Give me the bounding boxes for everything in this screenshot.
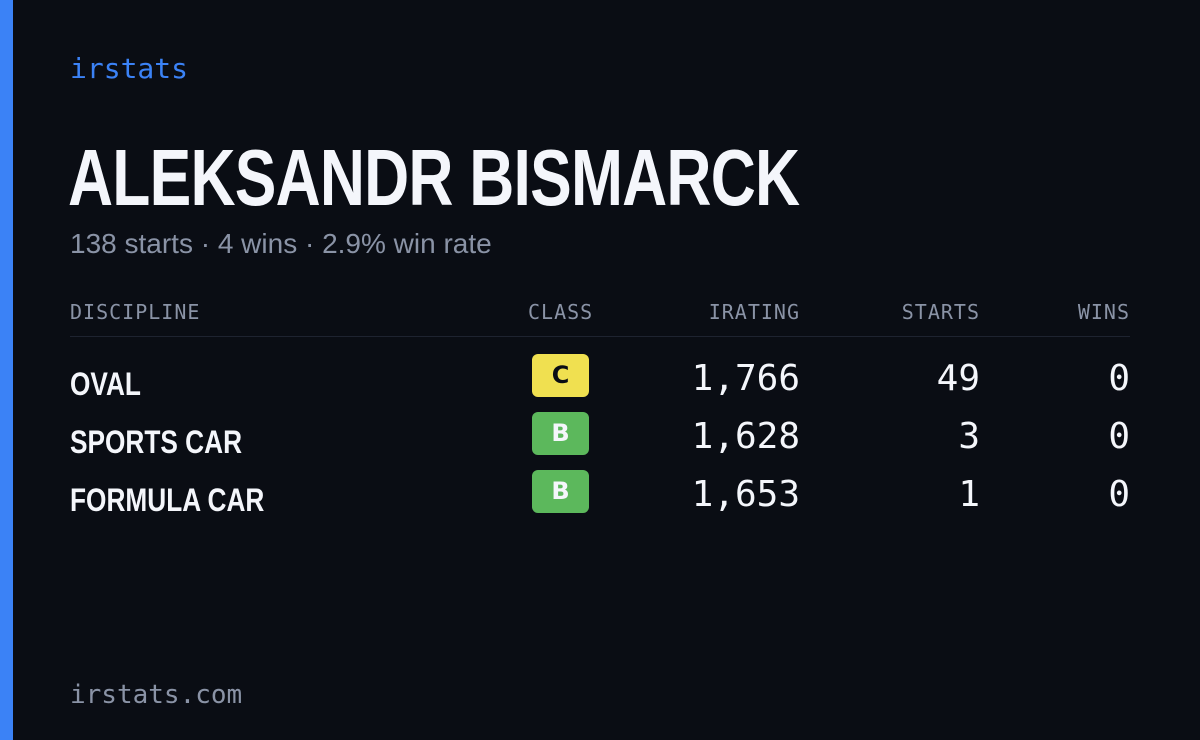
table-row: FORMULA CAR B 1,653 1 0 <box>70 470 1130 520</box>
header-irating: IRATING <box>708 300 800 324</box>
header-wins: WINS <box>1077 300 1130 324</box>
table-row: OVAL C 1,766 49 0 <box>70 354 1130 404</box>
irating-value: 1,766 <box>691 358 800 399</box>
class-badge: B <box>532 412 589 455</box>
discipline-name: OVAL <box>70 366 141 402</box>
discipline-name: FORMULA CAR <box>70 482 265 518</box>
brand-logo-text: irstats <box>70 52 189 85</box>
footer-url: irstats.com <box>70 680 243 710</box>
wins-value: 0 <box>1108 474 1130 515</box>
header-class: CLASS <box>528 300 594 324</box>
driver-name: ALEKSANDR BISMARCK <box>68 133 800 222</box>
starts-value: 49 <box>936 358 980 399</box>
discipline-name: SPORTS CAR <box>70 424 243 460</box>
accent-bar <box>0 0 13 740</box>
class-badge: B <box>532 470 589 513</box>
starts-value: 1 <box>958 474 980 515</box>
header-discipline: DISCIPLINE <box>70 300 201 324</box>
header-starts: STARTS <box>901 300 980 324</box>
class-badge: C <box>532 354 589 397</box>
driver-summary: 138 starts · 4 wins · 2.9% win rate <box>70 228 492 259</box>
table-row: SPORTS CAR B 1,628 3 0 <box>70 412 1130 462</box>
irating-value: 1,628 <box>691 416 800 457</box>
wins-value: 0 <box>1108 416 1130 457</box>
irating-value: 1,653 <box>691 474 800 515</box>
stats-table-header: DISCIPLINE CLASS IRATING STARTS WINS <box>70 300 1130 337</box>
starts-value: 3 <box>958 416 980 457</box>
wins-value: 0 <box>1108 358 1130 399</box>
